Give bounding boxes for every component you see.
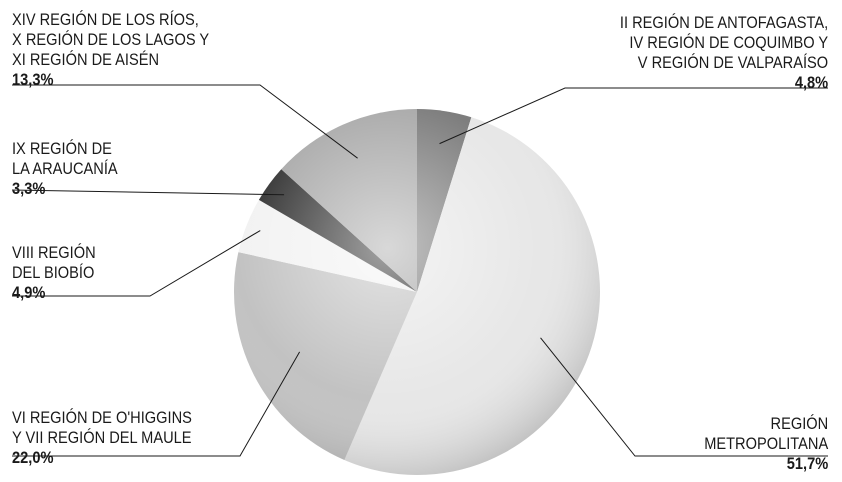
leader-line-antofagasta [439, 87, 828, 145]
pie-slices [233, 109, 600, 476]
label-biobio-line-1: VIII REGIÓN [12, 243, 96, 262]
leader-lines [11, 84, 828, 457]
label-rios: XIV REGIÓN DE LOS RÍOS, X REGIÓN DE LOS … [12, 10, 209, 90]
label-araucania-line-1: IX REGIÓN DE [12, 139, 112, 158]
label-rios-line-1: XIV REGIÓN DE LOS RÍOS, [12, 10, 199, 29]
leader-line-araucania [11, 189, 285, 196]
leader-line-rios [12, 84, 358, 159]
label-ohiggins-value: 22,0% [12, 448, 54, 467]
label-biobio-line-2: DEL BIOBÍO [12, 263, 95, 282]
label-biobio-value: 4,9% [12, 283, 46, 302]
label-ohiggins: VI REGIÓN DE O'HIGGINS Y VII REGIÓN DEL … [12, 408, 192, 468]
label-araucania-line-2: LA ARAUCANÍA [12, 159, 118, 178]
label-rios-line-2: X REGIÓN DE LOS LAGOS Y [12, 30, 210, 49]
label-antofagasta-line-3: V REGIÓN DE VALPARAÍSO [637, 53, 828, 72]
label-metropolitana-line-2: METROPOLITANA [703, 434, 828, 453]
label-antofagasta-line-1: II REGIÓN DE ANTOFAGASTA, [619, 13, 828, 32]
label-ohiggins-line-2: Y VII REGIÓN DEL MAULE [12, 428, 192, 447]
label-araucania-value: 3,3% [12, 179, 46, 198]
label-antofagasta: II REGIÓN DE ANTOFAGASTA, IV REGIÓN DE C… [620, 13, 828, 93]
label-metropolitana: REGIÓN METROPOLITANA 51,7% [704, 414, 828, 474]
label-rios-value: 13,3% [12, 70, 54, 89]
label-antofagasta-line-2: IV REGIÓN DE COQUIMBO Y [629, 33, 828, 52]
leader-line-ohiggins [12, 351, 301, 457]
label-biobio: VIII REGIÓN DEL BIOBÍO 4,9% [12, 243, 96, 303]
label-metropolitana-value: 51,7% [786, 454, 828, 473]
label-antofagasta-value: 4,8% [794, 73, 828, 92]
label-araucania: IX REGIÓN DE LA ARAUCANÍA 3,3% [12, 139, 118, 199]
label-ohiggins-line-1: VI REGIÓN DE O'HIGGINS [12, 408, 192, 427]
leader-line-biobio [12, 230, 261, 297]
label-metropolitana-line-1: REGIÓN [770, 414, 828, 433]
leader-line-metropolitana [540, 337, 828, 457]
label-rios-line-3: XI REGIÓN DE AISÉN [12, 50, 160, 69]
